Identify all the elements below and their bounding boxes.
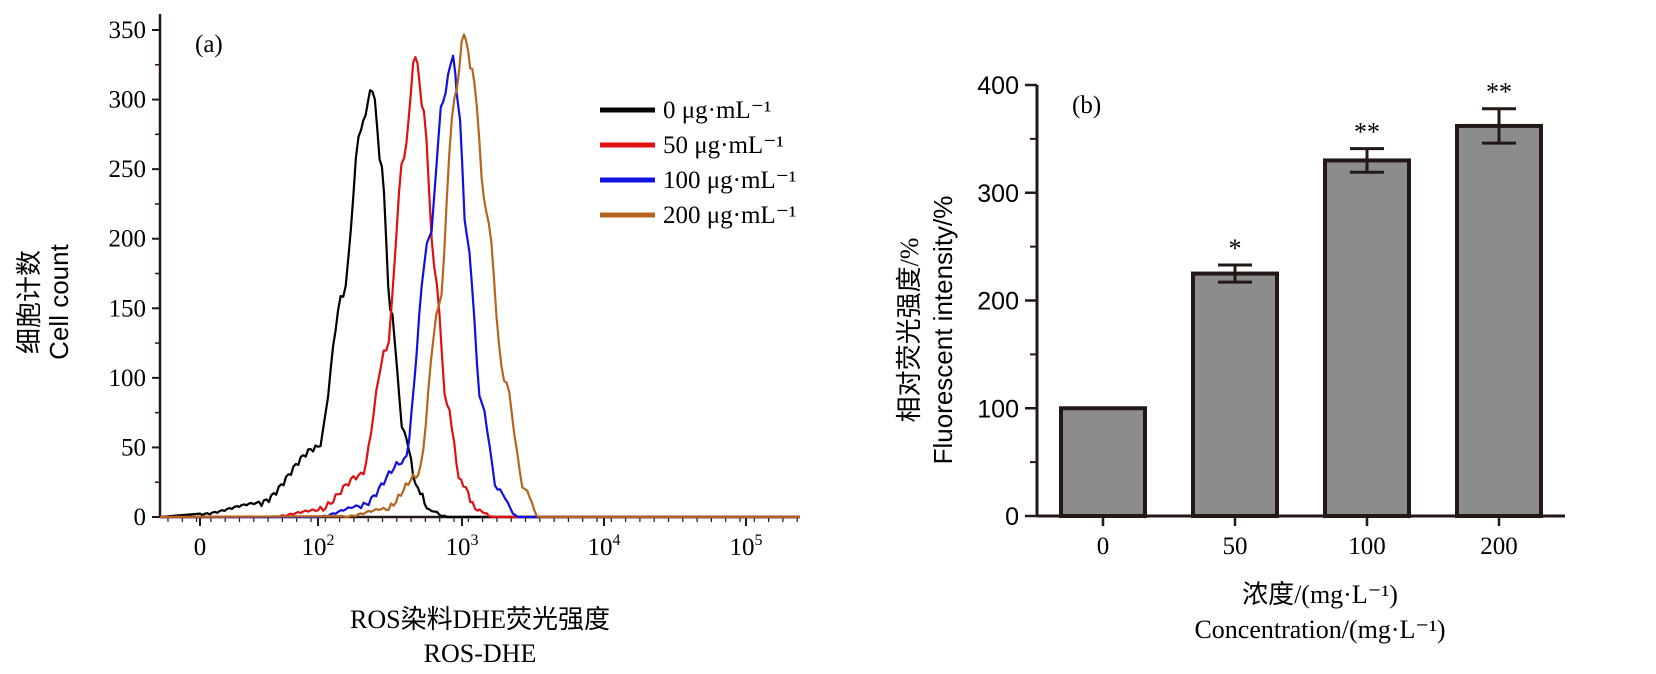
panel-b-xlabel-cn: 浓度/(mg·L⁻¹) bbox=[1242, 580, 1398, 609]
panel-b-label: (b) bbox=[1072, 92, 1101, 119]
panel-a-y-tick-label: 350 bbox=[109, 17, 147, 44]
panel-b-bars: ***** bbox=[1059, 78, 1543, 519]
panel-a-legend: 0 μg·mL⁻¹ 50 μg·mL⁻¹ 100 μg·mL⁻¹ 200 μg·mL⁻… bbox=[600, 97, 796, 229]
panel-a-x-ticks: 0 102 103 104 105 bbox=[167, 517, 798, 561]
panel-a-xlabel-cn: ROS染料DHE荧光强度 bbox=[350, 605, 610, 634]
panel-a-legend-label: 50 μg·mL⁻¹ bbox=[663, 132, 784, 159]
panel-b-x-tick-label: 100 bbox=[1348, 533, 1386, 560]
panel-b-bar bbox=[1059, 406, 1147, 518]
panel-b-x-tick-label: 0 bbox=[1097, 533, 1110, 560]
panel-a-x-tick-base: 10 bbox=[302, 534, 327, 561]
panel-a-legend-label: 0 μg·mL⁻¹ bbox=[663, 97, 771, 124]
panel-a-y-tick-label: 0 bbox=[134, 504, 147, 531]
panel-a-x-tick-label: 105 bbox=[730, 532, 763, 561]
panel-a-series-line bbox=[160, 56, 800, 519]
panel-a-x-tick-exp: 2 bbox=[327, 532, 335, 549]
panel-a-label: (a) bbox=[195, 31, 223, 58]
panel-a-y-ticks: 0 50 100 150 200 250 300 350 bbox=[109, 17, 160, 531]
panel-b-bar bbox=[1323, 158, 1411, 519]
panel-a-y-tick-label: 200 bbox=[109, 226, 147, 253]
panel-a-x-tick-base: 10 bbox=[588, 534, 613, 561]
panel-a-x-tick-exp: 5 bbox=[755, 532, 763, 549]
panel-a-legend-label: 200 μg·mL⁻¹ bbox=[663, 202, 796, 229]
panel-b-significance-mark: * bbox=[1229, 234, 1242, 263]
panel-a-x-tick-label: 103 bbox=[446, 532, 479, 561]
panel-b-xlabel-en: Concentration/(mg·L⁻¹) bbox=[1194, 615, 1445, 644]
panel-a-xlabel-en: ROS-DHE bbox=[424, 639, 537, 668]
panel-a-x-tick-label: 0 bbox=[194, 534, 207, 561]
panel-a-ylabel-cn: 细胞计数 bbox=[15, 250, 44, 354]
panel-a-x-tick-exp: 3 bbox=[471, 532, 479, 549]
panel-b-y-tick-label: 300 bbox=[977, 180, 1019, 208]
panel-b-y-tick-label: 200 bbox=[977, 288, 1019, 316]
panel-b-bar bbox=[1455, 123, 1543, 518]
panel-b-x-ticks: 0 50 100 200 bbox=[1097, 516, 1518, 560]
panel-a-x-tick-base: 10 bbox=[730, 534, 755, 561]
panel-a-y-tick-label: 250 bbox=[109, 156, 147, 183]
panel-a-y-tick-label: 100 bbox=[109, 365, 147, 392]
panel-b-x-tick-label: 200 bbox=[1480, 533, 1518, 560]
panel-b-y-ticks: 0 100 200 300 400 bbox=[977, 72, 1037, 531]
panel-a-ylabel-en: Cell count bbox=[44, 243, 74, 359]
panel-b-ylabel-en: Fluorescent intensity/% bbox=[928, 196, 958, 465]
panel-a-y-tick-label: 50 bbox=[121, 434, 146, 461]
panel-a-series-line bbox=[160, 33, 800, 519]
panel-b-y-tick-label: 400 bbox=[977, 72, 1019, 100]
panel-b-bar bbox=[1191, 271, 1279, 518]
panel-b-x-tick-label: 50 bbox=[1223, 533, 1248, 560]
panel-a-x-tick-base: 10 bbox=[446, 534, 471, 561]
panel-b-significance-mark: ** bbox=[1354, 118, 1380, 147]
panel-a-y-tick-label: 150 bbox=[109, 295, 147, 322]
panel-a-series-line bbox=[160, 54, 800, 519]
panel-a-y-tick-label: 300 bbox=[109, 87, 147, 114]
panel-a-axes bbox=[158, 14, 800, 519]
panel-b-y-tick-label: 100 bbox=[977, 395, 1019, 423]
panel-a-legend-label: 100 μg·mL⁻¹ bbox=[663, 167, 796, 194]
panel-a-x-tick-label: 104 bbox=[588, 532, 621, 561]
panel-a-x-tick-label: 102 bbox=[302, 532, 335, 561]
panel-b-y-tick-label: 0 bbox=[1005, 503, 1019, 531]
panel-a-x-tick-base: 0 bbox=[194, 534, 207, 561]
panel-a-series bbox=[160, 33, 800, 519]
panel-a-x-tick-exp: 4 bbox=[613, 532, 621, 549]
panel-b-ylabel-cn: 相对荧光强度/% bbox=[895, 238, 924, 423]
panel-b-significance-mark: ** bbox=[1486, 78, 1512, 107]
